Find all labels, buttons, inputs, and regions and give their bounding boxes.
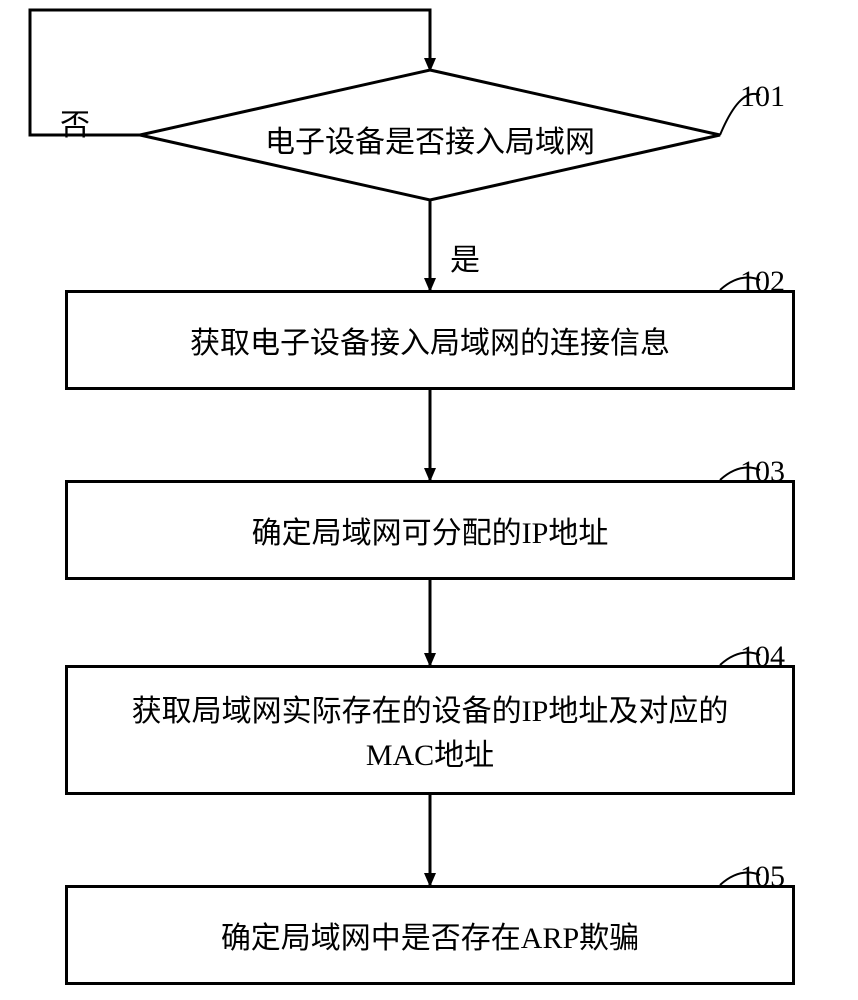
step-104-line2: MAC地址 [366,730,494,774]
tag-105: 105 [740,860,785,894]
edge-label-no: 否 [60,100,90,144]
step-104: 获取局域网实际存在的设备的IP地址及对应的 MAC地址 [65,665,795,795]
tag-103: 103 [740,455,785,489]
tag-102-text: 102 [740,265,785,298]
tag-103-text: 103 [740,455,785,488]
no-text: 否 [60,109,90,142]
tag-104-text: 104 [740,640,785,673]
decision-node-text: 电子设备是否接入局域网 [140,117,720,161]
step-104-line1: 获取局域网实际存在的设备的IP地址及对应的 [132,686,729,730]
tag-105-text: 105 [740,860,785,893]
step-105-text: 确定局域网中是否存在ARP欺骗 [221,913,639,957]
tag-102: 102 [740,265,785,299]
edge-label-yes: 是 [450,235,480,279]
step-102-text: 获取电子设备接入局域网的连接信息 [190,318,670,362]
step-102: 获取电子设备接入局域网的连接信息 [65,290,795,390]
step-105: 确定局域网中是否存在ARP欺骗 [65,885,795,985]
tag-101: 101 [740,80,785,114]
step-103: 确定局域网可分配的IP地址 [65,480,795,580]
flowchart-canvas: 电子设备是否接入局域网 获取电子设备接入局域网的连接信息 确定局域网可分配的IP… [0,0,858,1000]
tag-104: 104 [740,640,785,674]
step-103-text: 确定局域网可分配的IP地址 [252,508,609,552]
yes-text: 是 [450,244,480,277]
tag-101-text: 101 [740,80,785,113]
decision-text: 电子设备是否接入局域网 [265,126,595,159]
